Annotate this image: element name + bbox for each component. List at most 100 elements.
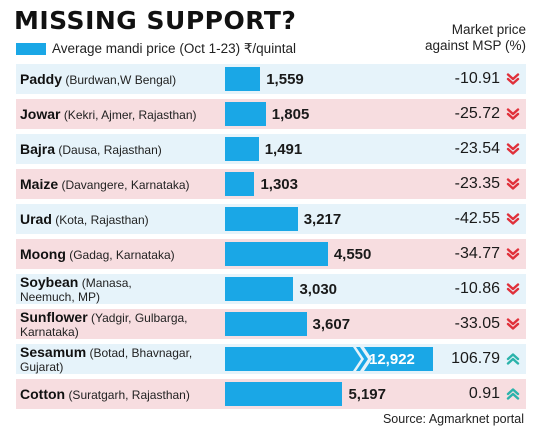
row-label-text: Soybean (Manasa, Neemuch, MP)	[20, 275, 132, 304]
crop-location: (Kota, Rajasthan)	[55, 212, 149, 227]
pct-column-header-line-2: against MSP (%)	[424, 38, 526, 53]
price-bar	[225, 277, 294, 301]
double-chevron-down-icon	[506, 213, 520, 225]
row-label: Bajra (Dausa, Rajasthan)	[20, 134, 162, 164]
double-chevron-down-icon	[506, 248, 520, 260]
row-label: Paddy (Burdwan,W Bengal)	[20, 64, 176, 94]
crop-location: (Dausa, Rajasthan)	[58, 142, 162, 157]
legend-swatch	[16, 43, 46, 55]
pct-label: 0.91	[468, 385, 500, 402]
crop-name: Sesamum	[20, 343, 87, 360]
double-chevron-up-icon	[506, 353, 520, 365]
row-label-text: Maize (Davangere, Karnataka)	[20, 177, 190, 192]
row-label: Sunflower (Yadgir, Gulbarga, Karnataka)	[20, 309, 188, 339]
chart-title: MISSING SUPPORT?	[14, 6, 297, 35]
table-row: Maize (Davangere, Karnataka) 1,303 -23.35	[16, 169, 526, 199]
double-chevron-down-icon	[506, 73, 520, 85]
row-label-text: Sunflower (Yadgir, Gulbarga, Karnataka)	[20, 310, 188, 339]
bar-value-label: 12,922	[369, 350, 415, 368]
crop-location: (Burdwan,W Bengal)	[65, 72, 177, 87]
crop-name: Jowar	[20, 105, 61, 122]
row-label: Moong (Gadag, Karnataka)	[20, 239, 175, 269]
truncated-bar-icon	[225, 347, 433, 371]
crop-location: (Gadag, Karnataka)	[69, 247, 175, 262]
price-bar	[225, 382, 343, 406]
row-label-text: Sesamum (Botad, Bhavnagar, Gujarat)	[20, 345, 192, 374]
pct-label: -25.72	[454, 105, 500, 122]
price-bar	[225, 102, 266, 126]
row-label: Soybean (Manasa, Neemuch, MP)	[20, 274, 132, 304]
crop-name: Sunflower	[20, 308, 88, 325]
crop-location: (Yadgir, Gulbarga,	[91, 310, 188, 325]
crop-name: Soybean	[20, 273, 79, 290]
table-row: Soybean (Manasa, Neemuch, MP) 3,030 -10.86	[16, 274, 526, 304]
pct-label: -34.77	[454, 245, 500, 262]
row-label: Cotton (Suratgarh, Rajasthan)	[20, 379, 190, 409]
double-chevron-down-icon	[506, 283, 520, 295]
bar-value-label: 1,559	[266, 70, 304, 88]
row-label-text: Paddy (Burdwan,W Bengal)	[20, 72, 176, 87]
bar-value-label: 1,491	[264, 140, 303, 158]
crop-name: Cotton	[20, 385, 66, 402]
row-label: Sesamum (Botad, Bhavnagar, Gujarat)	[20, 344, 192, 374]
legend-label: Average mandi price (Oct 1-23) ₹/quintal	[52, 41, 296, 56]
crop-name: Moong	[20, 245, 66, 262]
bar-value-label: 3,030	[299, 280, 338, 298]
row-label: Jowar (Kekri, Ajmer, Rajasthan)	[20, 99, 197, 129]
crop-name: Bajra	[20, 140, 56, 157]
crop-location: Gujarat)	[20, 359, 64, 374]
bar-value-label: 3,217	[303, 210, 342, 228]
crop-location: (Botad, Bhavnagar,	[89, 345, 193, 360]
double-chevron-down-icon	[506, 318, 520, 330]
row-background	[16, 99, 526, 129]
crop-name: Paddy	[20, 70, 63, 87]
price-bar	[225, 312, 307, 336]
table-row: Cotton (Suratgarh, Rajasthan) 5,197 0.91	[16, 379, 526, 409]
row-label-text: Urad (Kota, Rajasthan)	[20, 212, 149, 227]
pct-label: -33.05	[454, 315, 500, 332]
price-bar	[225, 242, 328, 266]
double-chevron-down-icon	[506, 178, 520, 190]
crop-location: Karnataka)	[20, 324, 79, 339]
table-row: Moong (Gadag, Karnataka) 4,550 -34.77	[16, 239, 526, 269]
crop-name: Urad	[20, 210, 52, 227]
table-row: Sunflower (Yadgir, Gulbarga, Karnataka) 3,…	[16, 309, 526, 339]
crop-location: Neemuch, MP)	[20, 289, 101, 304]
table-row: Sesamum (Botad, Bhavnagar, Gujarat) 12,922…	[16, 344, 526, 374]
pct-label: -10.86	[454, 280, 500, 297]
row-background	[16, 169, 526, 199]
price-bar	[225, 207, 298, 231]
row-background	[16, 134, 526, 164]
bar-value-label: 1,303	[260, 175, 298, 193]
row-label: Maize (Davangere, Karnataka)	[20, 169, 190, 199]
pct-label: -23.54	[454, 140, 500, 157]
row-label-text: Moong (Gadag, Karnataka)	[20, 247, 175, 262]
price-bar	[225, 172, 255, 196]
source-note: Source: Agmarknet portal	[382, 412, 524, 426]
price-bar	[225, 137, 259, 161]
row-label-text: Bajra (Dausa, Rajasthan)	[20, 142, 162, 157]
crop-name: Maize	[20, 175, 59, 192]
double-chevron-down-icon	[506, 108, 520, 120]
bar-value-label: 3,607	[312, 315, 351, 333]
table-row: Urad (Kota, Rajasthan) 3,217 -42.55	[16, 204, 526, 234]
crop-location: (Manasa,	[81, 275, 132, 290]
bar-value-label: 5,197	[348, 385, 386, 403]
row-label: Urad (Kota, Rajasthan)	[20, 204, 149, 234]
row-background	[16, 64, 526, 94]
price-bar	[225, 347, 433, 371]
legend: Average mandi price (Oct 1-23) ₹/quintal	[16, 41, 296, 57]
price-bar	[225, 67, 261, 91]
pct-label: 106.79	[451, 350, 500, 367]
pct-label: -23.35	[454, 175, 500, 192]
crop-location: (Suratgarh, Rajasthan)	[68, 387, 190, 402]
table-row: Jowar (Kekri, Ajmer, Rajasthan) 1,805 -25.…	[16, 99, 526, 129]
pct-label: -10.91	[454, 70, 500, 87]
pct-column-header: Market price against MSP (%)	[366, 22, 526, 54]
crop-location: (Kekri, Ajmer, Rajasthan)	[63, 107, 197, 122]
bar-value-label: 4,550	[333, 245, 372, 263]
pct-label: -42.55	[454, 210, 500, 227]
row-label-text: Cotton (Suratgarh, Rajasthan)	[20, 387, 190, 402]
crop-location: (Davangere, Karnataka)	[61, 177, 190, 192]
